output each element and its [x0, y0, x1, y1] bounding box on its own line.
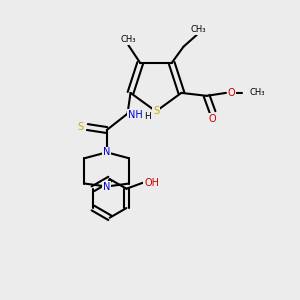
Text: S: S [153, 106, 159, 116]
Text: NH: NH [128, 110, 142, 120]
Text: S: S [78, 122, 84, 132]
Text: OH: OH [144, 178, 159, 188]
Text: CH₃: CH₃ [250, 88, 265, 98]
Text: CH₃: CH₃ [121, 35, 136, 44]
Text: CH₃: CH₃ [191, 26, 206, 34]
Text: N: N [103, 182, 110, 191]
Text: O: O [209, 114, 216, 124]
Text: N: N [103, 147, 110, 157]
Text: O: O [227, 88, 235, 98]
Text: H: H [144, 112, 151, 121]
